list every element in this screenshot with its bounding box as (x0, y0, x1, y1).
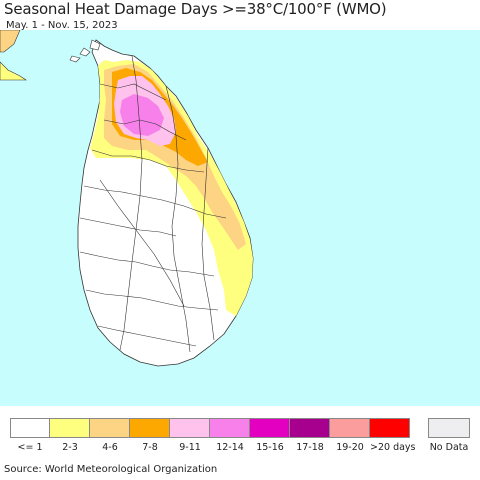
north-islands (69, 39, 101, 63)
legend-labels: <= 1 2-3 4-6 7-8 9-11 12-14 15-16 17-18 … (10, 442, 416, 453)
legend: <= 1 2-3 4-6 7-8 9-11 12-14 15-16 17-18 … (10, 418, 470, 458)
legend-label: 7-8 (142, 442, 158, 453)
legend-swatch (210, 418, 250, 438)
legend-label: 15-16 (256, 442, 284, 453)
map-title: Seasonal Heat Damage Days >=38°C/100°F (… (4, 0, 387, 18)
source-credit: Source: World Meteorological Organizatio… (4, 464, 218, 475)
heat-map (0, 30, 480, 406)
legend-swatches (10, 418, 410, 438)
zone-12-14 (120, 94, 164, 136)
legend-swatch (170, 418, 210, 438)
legend-label: 9-11 (179, 442, 201, 453)
legend-swatch (330, 418, 370, 438)
legend-swatch (130, 418, 170, 438)
legend-label: >20 days (370, 442, 416, 453)
legend-swatch (50, 418, 90, 438)
legend-swatch (290, 418, 330, 438)
date-range: May. 1 - Nov. 15, 2023 (6, 20, 118, 31)
india-coast-2 (0, 61, 27, 81)
legend-swatch (90, 418, 130, 438)
legend-label: 4-6 (102, 442, 118, 453)
legend-label-no-data: No Data (429, 442, 469, 453)
india-coast (0, 30, 21, 53)
legend-swatch (10, 418, 50, 438)
district-boundaries (79, 55, 227, 353)
legend-swatch-no-data (428, 418, 470, 438)
legend-label: 2-3 (62, 442, 78, 453)
legend-label: <= 1 (17, 442, 43, 453)
legend-swatch (370, 418, 410, 438)
legend-label: 19-20 (336, 442, 364, 453)
legend-label: 12-14 (216, 442, 244, 453)
legend-swatch (250, 418, 290, 438)
legend-label: 17-18 (296, 442, 324, 453)
